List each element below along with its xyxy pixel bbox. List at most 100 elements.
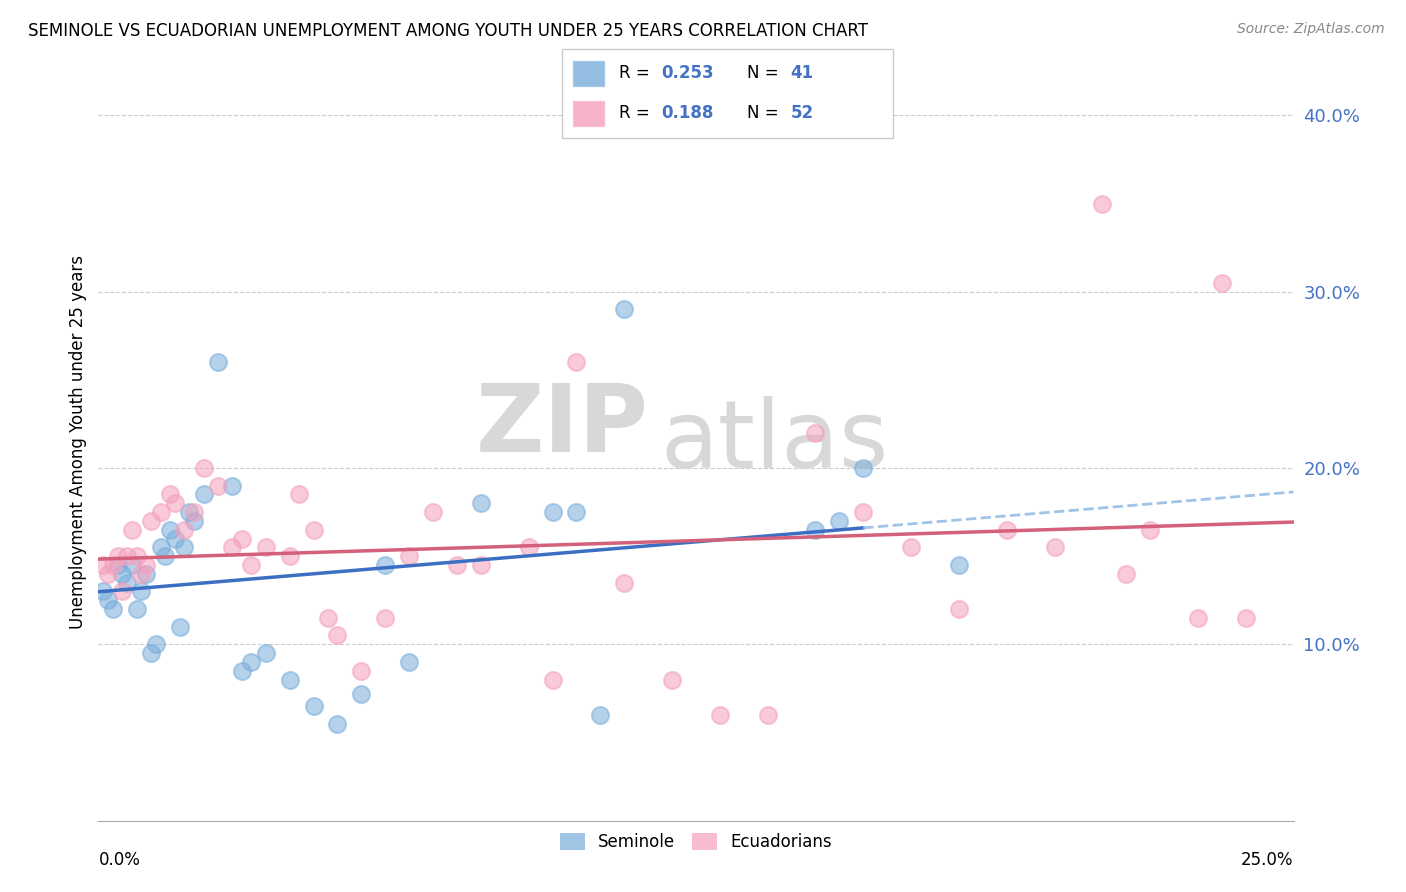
Point xyxy=(139,646,162,660)
Point xyxy=(541,673,564,687)
Point xyxy=(446,558,468,572)
Point xyxy=(900,541,922,555)
Point xyxy=(97,593,120,607)
Point xyxy=(613,302,636,317)
Point xyxy=(240,558,263,572)
Point xyxy=(135,566,157,581)
Point xyxy=(221,541,243,555)
Point xyxy=(302,523,325,537)
Text: 0.253: 0.253 xyxy=(662,64,714,82)
FancyBboxPatch shape xyxy=(572,60,606,87)
Point xyxy=(145,637,167,651)
Point xyxy=(589,707,612,722)
Point xyxy=(1139,523,1161,537)
Point xyxy=(1211,276,1233,290)
Text: N =: N = xyxy=(748,104,785,122)
Point xyxy=(111,566,134,581)
Point xyxy=(1043,541,1066,555)
Point xyxy=(756,707,779,722)
Point xyxy=(852,461,875,475)
Point xyxy=(183,505,205,519)
Point xyxy=(121,523,143,537)
Point xyxy=(115,575,138,590)
Text: 25.0%: 25.0% xyxy=(1241,851,1294,869)
Point xyxy=(183,514,205,528)
Point xyxy=(173,523,195,537)
Text: R =: R = xyxy=(619,104,655,122)
Point xyxy=(207,355,229,369)
Point xyxy=(221,478,243,492)
Point xyxy=(948,558,970,572)
Point xyxy=(163,496,186,510)
Point xyxy=(163,532,186,546)
Point xyxy=(111,584,134,599)
Point xyxy=(278,673,301,687)
Point xyxy=(316,611,339,625)
Point xyxy=(169,620,191,634)
Point xyxy=(101,558,124,572)
Point xyxy=(107,549,129,563)
Point xyxy=(91,558,114,572)
Point xyxy=(173,541,195,555)
Text: atlas: atlas xyxy=(661,395,889,488)
Point xyxy=(155,549,177,563)
Point xyxy=(131,566,153,581)
Point xyxy=(231,664,253,678)
Point xyxy=(125,602,148,616)
Point xyxy=(207,478,229,492)
Point xyxy=(541,505,564,519)
Point xyxy=(193,461,215,475)
Point xyxy=(565,505,588,519)
Point xyxy=(326,716,349,731)
Point xyxy=(115,549,138,563)
Point xyxy=(350,687,373,701)
Text: SEMINOLE VS ECUADORIAN UNEMPLOYMENT AMONG YOUTH UNDER 25 YEARS CORRELATION CHART: SEMINOLE VS ECUADORIAN UNEMPLOYMENT AMON… xyxy=(28,22,868,40)
Point xyxy=(131,584,153,599)
Point xyxy=(398,549,420,563)
Point xyxy=(254,646,277,660)
Point xyxy=(179,505,201,519)
Point xyxy=(350,664,373,678)
Point xyxy=(135,558,157,572)
Point xyxy=(804,523,827,537)
Point xyxy=(288,487,311,501)
Text: 41: 41 xyxy=(790,64,814,82)
Text: 52: 52 xyxy=(790,104,814,122)
Point xyxy=(470,558,492,572)
Legend: Seminole, Ecuadorians: Seminole, Ecuadorians xyxy=(554,826,838,858)
Point xyxy=(804,425,827,440)
Text: N =: N = xyxy=(748,64,785,82)
Point xyxy=(517,541,540,555)
Point xyxy=(193,487,215,501)
Point xyxy=(240,655,263,669)
Point xyxy=(661,673,683,687)
Point xyxy=(107,558,129,572)
Point xyxy=(302,699,325,714)
Point xyxy=(139,514,162,528)
Point xyxy=(374,558,396,572)
Point xyxy=(852,505,875,519)
Point xyxy=(565,355,588,369)
Point xyxy=(1115,566,1137,581)
Point xyxy=(97,566,120,581)
Text: 0.188: 0.188 xyxy=(662,104,714,122)
Point xyxy=(125,549,148,563)
Point xyxy=(374,611,396,625)
Text: ZIP: ZIP xyxy=(475,380,648,473)
Point xyxy=(613,575,636,590)
FancyBboxPatch shape xyxy=(572,100,606,127)
Text: Source: ZipAtlas.com: Source: ZipAtlas.com xyxy=(1237,22,1385,37)
Y-axis label: Unemployment Among Youth under 25 years: Unemployment Among Youth under 25 years xyxy=(69,254,87,629)
Point xyxy=(828,514,851,528)
Point xyxy=(231,532,253,546)
Text: R =: R = xyxy=(619,64,655,82)
Point xyxy=(149,505,172,519)
Point xyxy=(1091,196,1114,211)
Text: 0.0%: 0.0% xyxy=(98,851,141,869)
Point xyxy=(121,558,143,572)
Point xyxy=(1234,611,1257,625)
Point xyxy=(101,602,124,616)
Point xyxy=(398,655,420,669)
Point xyxy=(422,505,444,519)
Point xyxy=(278,549,301,563)
